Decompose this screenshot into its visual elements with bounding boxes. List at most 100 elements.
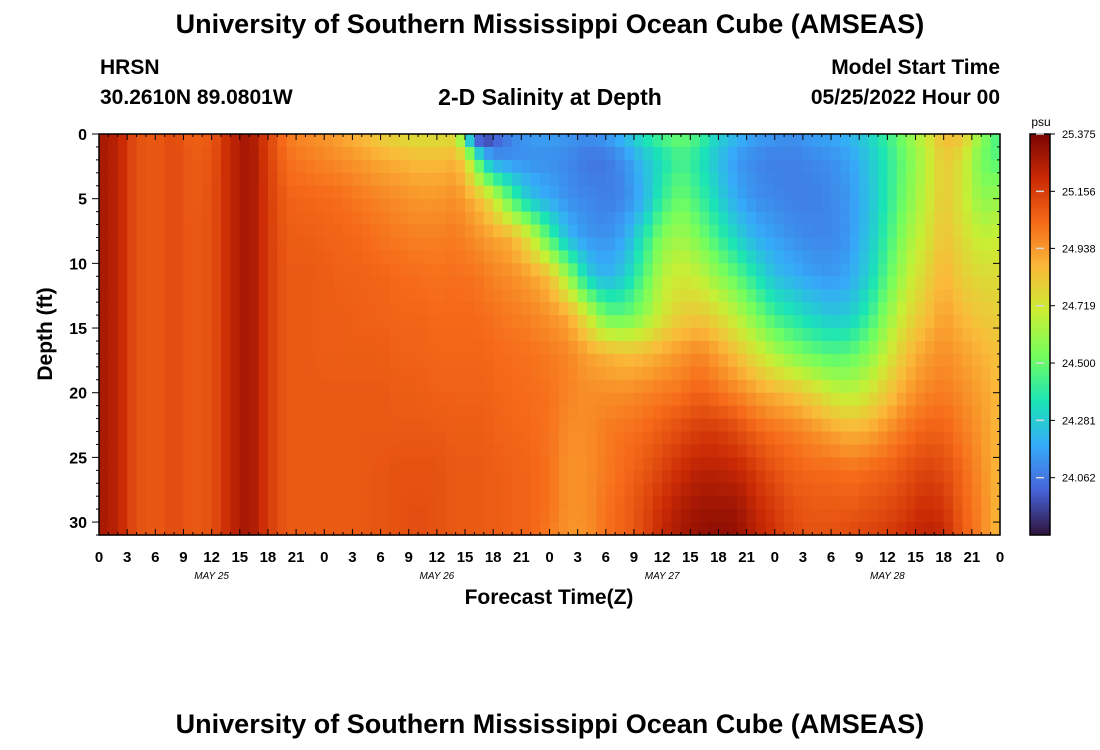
heatmap-cell	[324, 328, 335, 342]
heatmap-cell	[314, 172, 325, 187]
heatmap-cell	[493, 353, 504, 368]
heatmap-cell	[174, 159, 185, 174]
heatmap-cell	[971, 328, 982, 342]
heatmap-cell	[643, 146, 654, 161]
heatmap-cell	[596, 146, 607, 161]
heatmap-cell	[483, 340, 494, 355]
heatmap-cell	[652, 289, 663, 303]
x-tick-label: 21	[964, 549, 981, 566]
heatmap-cell	[389, 483, 400, 497]
heatmap-cell	[502, 509, 513, 523]
heatmap-cell	[680, 457, 691, 471]
heatmap-cell	[868, 340, 879, 355]
heatmap-cell	[981, 289, 992, 303]
heatmap-cell	[924, 302, 935, 316]
heatmap-cell	[605, 418, 616, 433]
heatmap-cell	[174, 509, 185, 523]
heatmap-cell	[971, 159, 982, 174]
heatmap-cell	[699, 496, 710, 510]
heatmap-cell	[361, 470, 372, 484]
heatmap-cell	[343, 392, 354, 407]
heatmap-cell	[174, 405, 185, 420]
heatmap-cell	[643, 366, 654, 381]
heatmap-cell	[934, 522, 945, 536]
heatmap-cell	[812, 198, 823, 213]
heatmap-cell	[333, 146, 344, 161]
heatmap-cell	[380, 134, 391, 148]
heatmap-cell	[117, 159, 128, 174]
heatmap-cell	[821, 134, 832, 148]
heatmap-cell	[164, 159, 175, 174]
heatmap-cell	[990, 470, 1001, 484]
heatmap-cell	[371, 470, 382, 484]
heatmap-cell	[145, 366, 156, 381]
heatmap-cell	[455, 159, 466, 174]
heatmap-cell	[380, 263, 391, 277]
heatmap-cell	[352, 431, 363, 446]
heatmap-cell	[127, 237, 138, 252]
heatmap-cell	[267, 159, 278, 174]
heatmap-cell	[615, 483, 626, 497]
heatmap-cell	[352, 405, 363, 420]
heatmap-cell	[784, 146, 795, 161]
heatmap-cell	[530, 198, 541, 213]
heatmap-cell	[943, 159, 954, 174]
heatmap-cell	[399, 289, 410, 303]
heatmap-cell	[427, 418, 438, 433]
heatmap-cell	[502, 289, 513, 303]
heatmap-cell	[896, 302, 907, 316]
heatmap-cell	[314, 483, 325, 497]
heatmap-cell	[511, 405, 522, 420]
heatmap-cell	[230, 418, 241, 433]
heatmap-cell	[755, 522, 766, 536]
heatmap-cell	[849, 405, 860, 420]
heatmap-cell	[896, 483, 907, 497]
heatmap-cell	[680, 353, 691, 368]
heatmap-cell	[906, 211, 917, 226]
heatmap-cell	[643, 263, 654, 277]
heatmap-cell	[192, 198, 203, 213]
heatmap-cell	[934, 418, 945, 433]
heatmap-cell	[371, 522, 382, 536]
heatmap-cell	[371, 379, 382, 394]
heatmap-cell	[718, 315, 729, 329]
heatmap-cell	[483, 379, 494, 394]
heatmap-cell	[812, 276, 823, 290]
heatmap-cell	[812, 185, 823, 200]
heatmap-cell	[737, 366, 748, 381]
heatmap-cell	[258, 134, 269, 148]
heatmap-cell	[267, 509, 278, 523]
heatmap-cell	[164, 211, 175, 226]
heatmap-cell	[549, 444, 560, 458]
heatmap-cell	[633, 198, 644, 213]
heatmap-cell	[343, 237, 354, 252]
heatmap-cell	[511, 431, 522, 446]
heatmap-cell	[727, 340, 738, 355]
heatmap-cell	[849, 276, 860, 290]
heatmap-cell	[765, 224, 776, 239]
heatmap-cell	[755, 328, 766, 342]
heatmap-cell	[202, 379, 213, 394]
heatmap-cell	[821, 237, 832, 252]
heatmap-cell	[699, 431, 710, 446]
heatmap-cell	[314, 159, 325, 174]
heatmap-cell	[230, 211, 241, 226]
heatmap-cell	[314, 366, 325, 381]
heatmap-cell	[305, 405, 316, 420]
heatmap-cell	[652, 340, 663, 355]
heatmap-cell	[164, 431, 175, 446]
heatmap-cell	[877, 146, 888, 161]
heatmap-cell	[690, 224, 701, 239]
heatmap-cell	[680, 392, 691, 407]
heatmap-cell	[812, 237, 823, 252]
heatmap-cell	[164, 353, 175, 368]
heatmap-cell	[474, 328, 485, 342]
heatmap-cell	[380, 159, 391, 174]
heatmap-cell	[849, 237, 860, 252]
heatmap-cell	[286, 315, 297, 329]
heatmap-cell	[314, 263, 325, 277]
heatmap-cell	[906, 146, 917, 161]
heatmap-cell	[662, 211, 673, 226]
heatmap-cell	[774, 134, 785, 148]
heatmap-cell	[737, 483, 748, 497]
